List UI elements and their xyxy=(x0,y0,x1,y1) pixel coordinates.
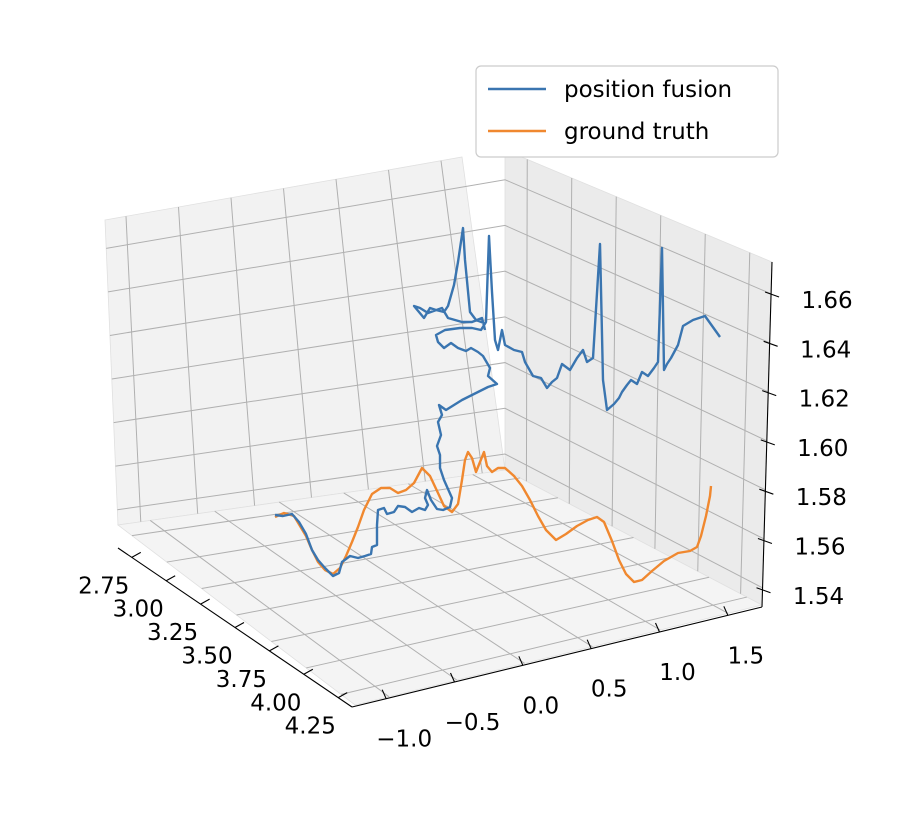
x-tick-label: 3.75 xyxy=(216,667,267,693)
z-tick-label: 1.60 xyxy=(797,436,848,462)
gridline-x xyxy=(340,596,747,695)
gridline-y xyxy=(343,492,593,648)
z-axis-line xyxy=(761,261,773,608)
z-tick-label: 1.56 xyxy=(794,534,845,560)
y-tick-label: 1.5 xyxy=(728,643,765,669)
y-tick xyxy=(381,689,387,699)
y-axis-line xyxy=(351,606,763,708)
x-tick-label: 3.50 xyxy=(181,644,232,670)
legend-label-ground-truth: ground truth xyxy=(564,119,709,145)
gridline-z xyxy=(107,224,770,344)
z-tick xyxy=(763,340,778,347)
gridline-y xyxy=(149,520,390,698)
gridline-x xyxy=(166,497,558,563)
gridline-y-wall xyxy=(654,215,662,549)
gridline-y-wall xyxy=(568,177,573,504)
y-tick xyxy=(449,672,456,683)
y-tick xyxy=(654,622,661,633)
gridline-z xyxy=(117,453,763,589)
gridline-x-wall xyxy=(283,188,312,498)
gridline-y xyxy=(472,474,729,614)
z-tick-label: 1.66 xyxy=(801,288,852,314)
z-tick xyxy=(757,537,773,544)
gridline-z xyxy=(113,362,766,491)
y-tick xyxy=(518,656,524,666)
z-tick-label: 1.58 xyxy=(796,485,847,511)
gridline-z xyxy=(109,270,769,393)
z-tick xyxy=(762,390,777,397)
gridline-z xyxy=(115,407,765,540)
legend-label-position-fusion: position fusion xyxy=(564,77,732,103)
series-line-position-fusion xyxy=(274,226,721,578)
gridline-x-wall xyxy=(178,206,199,514)
gridline-x-wall xyxy=(335,179,369,490)
x-tick xyxy=(131,551,142,558)
y-tick-label: 0.0 xyxy=(523,693,560,719)
gridline-x xyxy=(201,517,596,590)
z-tick-label: 1.62 xyxy=(799,387,850,413)
z-tick xyxy=(764,291,780,298)
y-tick-label: −1.0 xyxy=(376,727,432,753)
gridline-z xyxy=(111,316,767,442)
x-tick xyxy=(269,645,279,652)
y-tick-label: 0.5 xyxy=(591,677,628,703)
x-tick xyxy=(303,668,314,675)
z-tick xyxy=(759,488,774,495)
y-tick-label: 1.0 xyxy=(659,660,696,686)
gridline-x-wall xyxy=(230,197,256,506)
series-line-ground-truth xyxy=(274,450,713,584)
ticks xyxy=(131,291,780,699)
gridline-x xyxy=(306,576,710,669)
z-tick-label: 1.54 xyxy=(793,584,844,610)
tick-labels: 2.753.003.253.503.754.004.25 −1.0 −0.5 0.0 0… xyxy=(78,288,853,753)
x-tick xyxy=(200,598,210,605)
gridline-y-wall xyxy=(611,196,617,527)
z-tick-label: 1.64 xyxy=(800,337,851,363)
x-tick-label: 4.25 xyxy=(285,714,336,740)
back-pane-left xyxy=(104,156,506,526)
gridline-x-wall xyxy=(388,169,426,482)
legend: position fusion ground truth xyxy=(475,65,779,158)
x-tick xyxy=(234,622,245,628)
y-tick xyxy=(586,639,592,649)
x-tick-label: 4.00 xyxy=(250,690,301,716)
x-tick xyxy=(165,575,176,582)
y-tick-label: −0.5 xyxy=(445,710,501,736)
gridline-y xyxy=(278,501,525,664)
x-tick-label: 3.25 xyxy=(147,620,198,646)
x-tick xyxy=(337,692,348,699)
gridline-x xyxy=(236,537,634,616)
gridline-x xyxy=(271,556,672,642)
gridlines xyxy=(106,159,772,698)
gridline-x-wall xyxy=(440,160,483,474)
gridline-y xyxy=(214,510,458,681)
y-tick xyxy=(723,606,729,616)
gridline-x-wall xyxy=(125,216,142,522)
x-tick-label: 2.75 xyxy=(78,573,129,599)
x-tick-label: 3.00 xyxy=(113,597,164,623)
z-tick xyxy=(760,439,775,446)
gridline-y-wall xyxy=(740,252,751,594)
z-tick xyxy=(756,587,771,594)
gridline-y-wall xyxy=(697,233,706,572)
gridline-y-wall xyxy=(525,159,528,482)
gridline-x xyxy=(131,477,521,537)
gridline-z xyxy=(106,179,772,295)
legend-frame xyxy=(475,65,779,158)
